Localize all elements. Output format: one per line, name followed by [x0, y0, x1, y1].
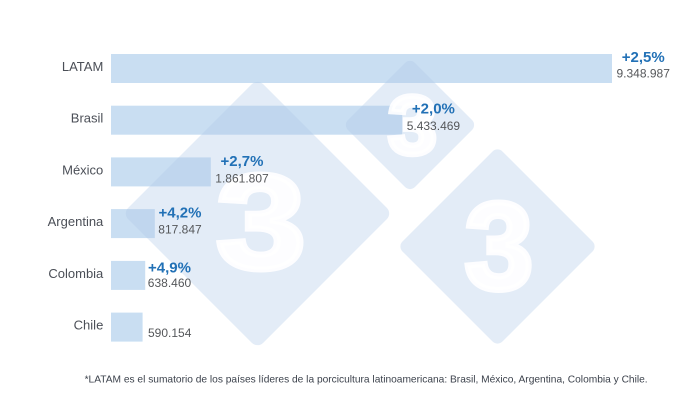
svg-text:LATAM: LATAM — [62, 59, 103, 74]
svg-text:9.348.987: 9.348.987 — [617, 67, 671, 81]
svg-text:Brasil: Brasil — [71, 111, 104, 126]
svg-text:+2,0%: +2,0% — [412, 101, 455, 118]
svg-text:590.154: 590.154 — [148, 326, 192, 340]
svg-text:Colombia: Colombia — [48, 266, 104, 281]
svg-text:Argentina: Argentina — [48, 214, 104, 229]
svg-text:3: 3 — [216, 148, 305, 297]
svg-text:817.847: 817.847 — [158, 222, 202, 236]
svg-text:+2,5%: +2,5% — [622, 49, 665, 66]
svg-text:5.433.469: 5.433.469 — [407, 119, 461, 133]
svg-text:México: México — [62, 162, 103, 177]
svg-text:638.460: 638.460 — [148, 276, 192, 290]
svg-text:3: 3 — [465, 179, 533, 316]
svg-text:3: 3 — [388, 79, 436, 172]
svg-text:+4,9%: +4,9% — [148, 260, 191, 277]
svg-text:Chile: Chile — [74, 318, 104, 333]
svg-text:+2,7%: +2,7% — [221, 153, 264, 170]
svg-text:+4,2%: +4,2% — [159, 205, 202, 222]
svg-text:*LATAM es el sumatorio de los: *LATAM es el sumatorio de los países líd… — [85, 375, 648, 386]
svg-text:1.861.807: 1.861.807 — [215, 172, 269, 186]
